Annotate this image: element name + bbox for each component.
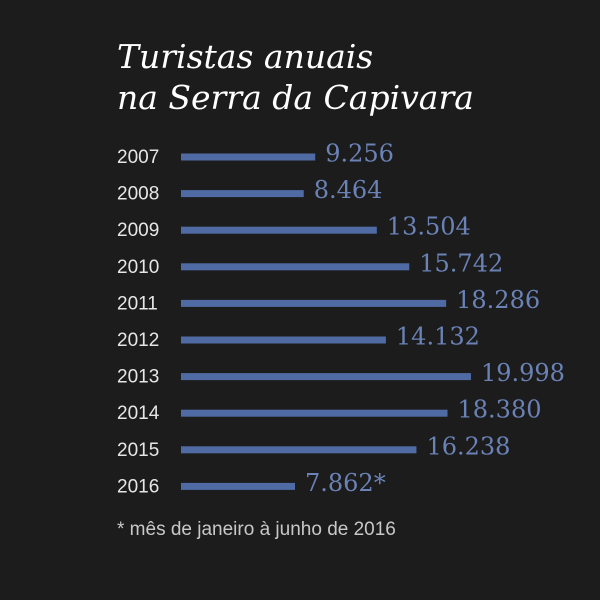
value-label: 19.998 <box>481 359 565 387</box>
bar <box>181 226 377 234</box>
bar <box>181 153 316 161</box>
chart-title: Turistas anuais <box>117 37 373 76</box>
category-label: 2008 <box>117 184 159 205</box>
value-label: 8.464 <box>314 176 383 204</box>
category-label: 2009 <box>117 220 159 241</box>
value-label: 7.862* <box>305 469 386 497</box>
category-label: 2016 <box>117 476 159 497</box>
chart-title: na Serra da Capivara <box>117 78 474 117</box>
value-label: 15.742 <box>419 249 503 277</box>
value-label: 16.238 <box>426 432 510 460</box>
bar <box>181 446 417 454</box>
category-label: 2014 <box>117 403 160 424</box>
category-label: 2012 <box>117 330 159 351</box>
bar <box>181 299 447 307</box>
value-label: 14.132 <box>396 323 480 351</box>
category-label: 2010 <box>117 257 159 278</box>
value-label: 18.380 <box>458 396 542 424</box>
bar <box>181 190 304 198</box>
value-label: 13.504 <box>387 213 471 241</box>
bar <box>181 263 410 271</box>
category-label: 2013 <box>117 367 159 388</box>
category-label: 2007 <box>117 147 159 168</box>
footnote: * mês de janeiro à junho de 2016 <box>117 519 396 540</box>
bar <box>181 373 471 381</box>
bar <box>181 482 295 490</box>
bar <box>181 409 448 417</box>
value-label: 18.286 <box>456 286 540 314</box>
bar <box>181 336 386 344</box>
category-label: 2015 <box>117 440 159 461</box>
category-label: 2011 <box>117 293 158 314</box>
value-label: 9.256 <box>325 140 394 168</box>
